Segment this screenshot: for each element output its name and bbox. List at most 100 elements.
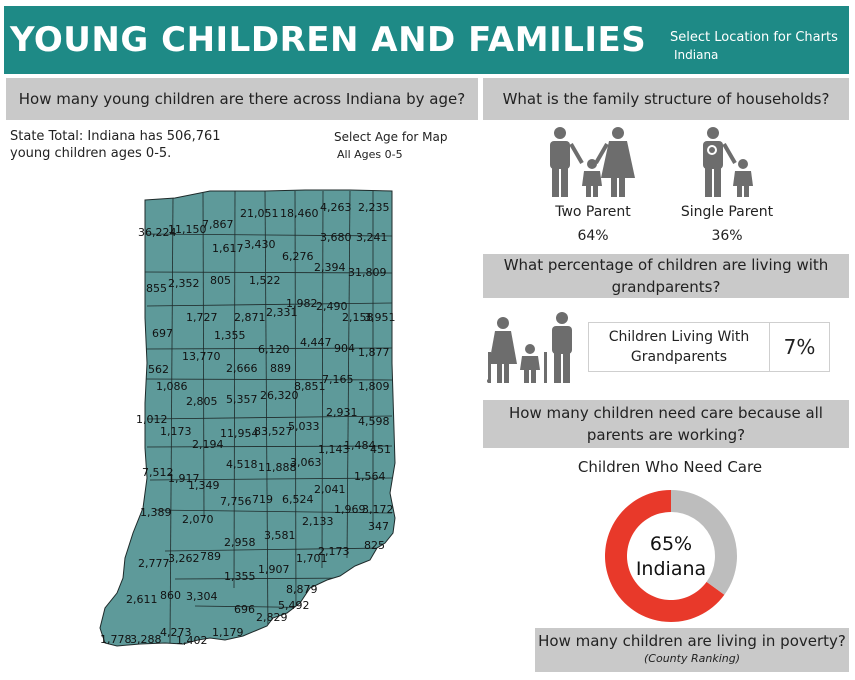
page-title: YOUNG CHILDREN AND FAMILIES bbox=[10, 20, 647, 60]
indiana-map-svg bbox=[99, 189, 396, 647]
county-label: 6,120 bbox=[258, 343, 290, 356]
county-label: 889 bbox=[270, 362, 291, 375]
county-label: 825 bbox=[364, 539, 385, 552]
county-label: 860 bbox=[160, 589, 181, 602]
donut-segment-other[interactable] bbox=[671, 490, 737, 595]
county-label: 21,051 bbox=[240, 207, 279, 220]
county-label: 1,355 bbox=[214, 329, 246, 342]
county-label: 1,349 bbox=[188, 479, 220, 492]
county-label: 1,907 bbox=[258, 563, 290, 576]
county-label: 1,402 bbox=[176, 634, 208, 647]
county-label: 2,194 bbox=[192, 438, 224, 451]
county-label: 2,490 bbox=[316, 300, 348, 313]
county-label: 8,879 bbox=[286, 583, 318, 596]
county-label: 36,224 bbox=[138, 226, 177, 239]
care-chart-title: Children Who Need Care bbox=[577, 458, 763, 476]
left-question-band: How many young children are there across… bbox=[6, 78, 478, 120]
donut-center-label: Indiana bbox=[635, 558, 707, 580]
care-question-band: How many children need care because all … bbox=[483, 400, 849, 448]
two-parent-value: 64% bbox=[577, 228, 609, 244]
county-label: 4,518 bbox=[226, 458, 258, 471]
county-label: 1,778 bbox=[100, 633, 132, 646]
county-label: 2,931 bbox=[326, 406, 358, 419]
grandparents-icon bbox=[486, 312, 580, 384]
county-label: 3,680 bbox=[320, 231, 352, 244]
county-label: 1,701 bbox=[296, 552, 328, 565]
county-label: 5,492 bbox=[278, 599, 310, 612]
county-label: 1,982 bbox=[286, 297, 318, 310]
single-parent-value: 36% bbox=[711, 228, 743, 244]
county-label: 719 bbox=[252, 493, 273, 506]
county-label: 83,527 bbox=[254, 425, 293, 438]
county-label: 8,851 bbox=[294, 380, 326, 393]
county-label: 5,357 bbox=[226, 393, 258, 406]
family-question-band: What is the family structure of househol… bbox=[483, 78, 849, 120]
county-label: 2,666 bbox=[226, 362, 258, 375]
county-label: 6,524 bbox=[282, 493, 314, 506]
care-donut-chart[interactable] bbox=[602, 487, 740, 625]
county-label: 1,727 bbox=[186, 311, 218, 324]
county-label: 789 bbox=[200, 550, 221, 563]
county-label: 805 bbox=[210, 274, 231, 287]
county-label: 451 bbox=[370, 443, 391, 456]
county-label: 1,484 bbox=[344, 439, 376, 452]
county-label: 1,564 bbox=[354, 470, 386, 483]
grandparents-stat-box: Children Living With Grandparents 7% bbox=[588, 322, 830, 372]
county-label: 3,063 bbox=[290, 456, 322, 469]
county-label: 31,809 bbox=[348, 266, 387, 279]
county-label: 2,070 bbox=[182, 513, 214, 526]
county-label: 11,888 bbox=[258, 461, 297, 474]
county-label: 2,829 bbox=[256, 611, 288, 624]
county-label: 2,133 bbox=[302, 515, 334, 528]
county-label: 1,809 bbox=[358, 380, 390, 393]
county-label: 697 bbox=[152, 327, 173, 340]
donut-segment-need-care[interactable] bbox=[605, 490, 725, 622]
county-label: 1,877 bbox=[358, 346, 390, 359]
county-label: 2,331 bbox=[266, 306, 298, 319]
county-label: 2,871 bbox=[234, 311, 266, 324]
county-label: 347 bbox=[368, 520, 389, 533]
county-label: 11,954 bbox=[220, 427, 259, 440]
state-total-line1: State Total: Indiana has 506,761 bbox=[10, 129, 221, 144]
county-label: 4,447 bbox=[300, 336, 332, 349]
grandparents-label: Children Living With Grandparents bbox=[589, 323, 770, 371]
county-label: 3,288 bbox=[130, 633, 162, 646]
header-banner: YOUNG CHILDREN AND FAMILIES Select Locat… bbox=[4, 6, 849, 74]
county-label: 2,158 bbox=[342, 311, 374, 324]
indiana-county-map[interactable] bbox=[95, 188, 405, 668]
county-label: 3,430 bbox=[244, 238, 276, 251]
county-label: 1,012 bbox=[136, 413, 168, 426]
county-label: 1,522 bbox=[249, 274, 281, 287]
age-filter-select[interactable]: All Ages 0-5 bbox=[337, 148, 403, 161]
county-label: 1,173 bbox=[160, 425, 192, 438]
county-label: 2,394 bbox=[314, 261, 346, 274]
county-label: 855 bbox=[146, 282, 167, 295]
county-label: 2,041 bbox=[314, 483, 346, 496]
county-label: 1,179 bbox=[212, 626, 244, 639]
grandparents-question-band: What percentage of children are living w… bbox=[483, 254, 849, 298]
county-label: 26,320 bbox=[260, 389, 299, 402]
two-parent-family-icon bbox=[545, 126, 637, 198]
donut-center-text: 65% Indiana bbox=[602, 532, 740, 582]
county-label: 3,241 bbox=[356, 231, 388, 244]
county-label: 904 bbox=[334, 342, 355, 355]
poverty-subtitle: (County Ranking) bbox=[644, 652, 740, 665]
county-label: 1,143 bbox=[318, 443, 350, 456]
county-label: 1,355 bbox=[224, 570, 256, 583]
county-label: 2,352 bbox=[168, 277, 200, 290]
age-filter-label: Select Age for Map bbox=[334, 130, 448, 144]
county-label: 1,969 bbox=[334, 503, 366, 516]
county-label: 1,917 bbox=[168, 472, 200, 485]
county-label: 3,581 bbox=[264, 529, 296, 542]
county-label: 3,304 bbox=[186, 590, 218, 603]
location-filter-select[interactable]: Indiana bbox=[674, 48, 719, 62]
two-parent-label: Two Parent bbox=[555, 204, 631, 220]
county-label: 562 bbox=[148, 363, 169, 376]
state-total-text: State Total: Indiana has 506,761 young c… bbox=[10, 128, 221, 162]
grandparents-value: 7% bbox=[783, 335, 816, 359]
state-total-line2: young children ages 0-5. bbox=[10, 146, 172, 161]
county-label: 2,777 bbox=[138, 557, 170, 570]
county-label: 18,460 bbox=[280, 207, 319, 220]
county-label: 2,958 bbox=[224, 536, 256, 549]
county-label: 13,770 bbox=[182, 350, 221, 363]
